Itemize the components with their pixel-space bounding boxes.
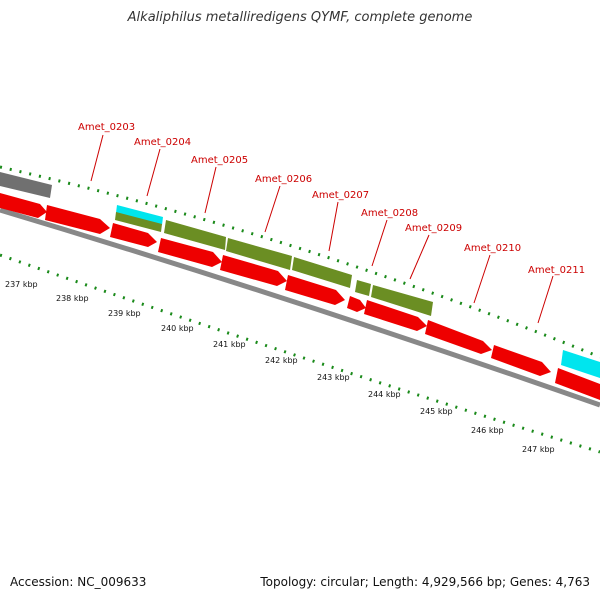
accession-label: Accession: NC_009633 [10, 575, 147, 589]
kbp-label: 247 kbp [522, 445, 555, 454]
gene-arrow [425, 320, 492, 354]
gene-arrow [220, 255, 287, 286]
gene-arrow [0, 193, 47, 218]
callout-line [409, 234, 430, 280]
gene-olive [355, 280, 371, 296]
kbp-label: 237 kbp [5, 280, 38, 289]
kbp-label: 242 kbp [265, 356, 298, 365]
gene-olive [371, 285, 433, 316]
kbp-label: 239 kbp [108, 309, 141, 318]
gene-grey [0, 172, 52, 198]
callout-line [204, 166, 217, 214]
gene-olive [292, 257, 352, 288]
topology-label: Topology: circular; Length: 4,929,566 bp… [260, 575, 590, 589]
map-title: Alkaliphilus metalliredigens QYMF, compl… [127, 10, 473, 25]
outer-tick-track [0, 165, 600, 359]
gene-label: Amet_0209 [405, 223, 462, 234]
gene-label: Amet_0206 [255, 174, 312, 185]
gene-arrow [45, 205, 110, 234]
callout-line [90, 134, 104, 182]
gene-arrow [285, 275, 345, 305]
gene-arrow [491, 345, 551, 376]
gene-cyan [116, 205, 163, 225]
gene-label: Amet_0208 [361, 208, 418, 219]
gene-arrow [347, 296, 366, 312]
kbp-label: 246 kbp [471, 426, 504, 435]
callout-line [473, 254, 491, 304]
callout-line [264, 185, 281, 233]
gene-cyan [561, 350, 600, 378]
gene-arrow [110, 223, 157, 247]
kbp-label: 244 kbp [368, 390, 401, 399]
kbp-label: 243 kbp [317, 373, 350, 382]
kbp-label: 240 kbp [161, 324, 194, 333]
gene-label: Amet_0203 [78, 122, 135, 133]
kbp-label: 241 kbp [213, 340, 246, 349]
callout-line [537, 275, 554, 324]
kbp-label: 245 kbp [420, 407, 453, 416]
backbone-line [0, 207, 600, 408]
gene-arrow [364, 300, 427, 331]
callout-line [146, 148, 161, 197]
callout-line [371, 219, 388, 267]
gene-label: Amet_0204 [134, 137, 191, 148]
gene-arrow [555, 368, 600, 400]
callout-line [328, 201, 339, 252]
gene-label: Amet_0211 [528, 265, 585, 276]
gene-label: Amet_0210 [464, 243, 521, 254]
gene-label: Amet_0207 [312, 190, 369, 201]
kbp-label: 238 kbp [56, 294, 89, 303]
gene-label: Amet_0205 [191, 155, 248, 166]
gene-olive [115, 212, 162, 232]
gene-arrow [158, 238, 222, 267]
gene-olive [226, 238, 292, 270]
gene-olive [164, 220, 226, 250]
